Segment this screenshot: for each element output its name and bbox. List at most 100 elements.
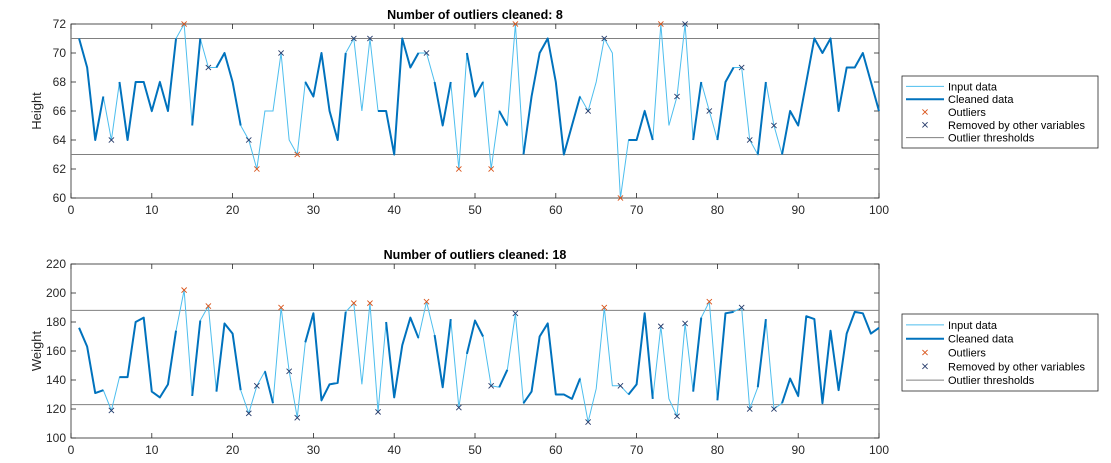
removed-point [423, 50, 430, 56]
x-tick-label: 10 [145, 443, 159, 457]
x-tick-label: 100 [869, 203, 889, 217]
outlier-point [423, 298, 430, 305]
removed-point [245, 137, 252, 143]
x-tick-label: 90 [792, 203, 806, 217]
outlier-point [706, 298, 713, 305]
removed-point [512, 310, 519, 317]
outlier-point [294, 151, 301, 158]
removed-point [746, 137, 753, 143]
y-axis-label: Height [29, 92, 44, 130]
removed-point [657, 323, 664, 330]
legend-label: Outliers [948, 348, 986, 360]
x-tick-label: 50 [468, 443, 482, 457]
chart-panel-2: 0 10 20 30 40 50 60 70 80 90 100 100 120 140 160 180 200… [29, 248, 1099, 457]
cleaned-data-line [78, 37, 880, 156]
legend-label: Cleaned data [948, 334, 1014, 346]
legend-label: Cleaned data [948, 94, 1014, 106]
legend-label: Outliers [948, 107, 986, 119]
removed-point [601, 35, 608, 42]
removed-point [706, 108, 713, 114]
outlier-point [512, 21, 519, 27]
x-tick-label: 10 [145, 203, 159, 217]
y-tick-label: 140 [46, 373, 66, 387]
plot-area [70, 23, 880, 199]
removed-point [375, 408, 381, 415]
removed-point [674, 413, 680, 420]
y-tick-label: 200 [46, 286, 66, 300]
removed-point [738, 304, 745, 311]
y-tick-label: 72 [53, 17, 67, 31]
y-tick-label: 100 [46, 431, 66, 445]
legend-box [901, 75, 1099, 149]
x-tick-label: 0 [68, 203, 75, 217]
removed-point [674, 93, 680, 100]
outlier-point [350, 300, 357, 307]
outlier-point [455, 166, 462, 172]
y-tick-label: 160 [46, 344, 66, 358]
y-tick-label: 66 [53, 104, 67, 118]
legend-label: Removed by other variables [948, 120, 1085, 132]
removed-point [367, 35, 373, 42]
removed-point [245, 410, 252, 417]
removed-point [350, 35, 357, 42]
x-tick-label: 60 [549, 443, 563, 457]
x-tick-label: 100 [869, 443, 889, 457]
removed-point [682, 21, 688, 27]
x-tick-label: 20 [226, 443, 240, 457]
legend-label: Outlier thresholds [948, 375, 1035, 387]
removed-point [585, 419, 592, 425]
y-tick-label: 64 [53, 133, 67, 147]
outlier-point [657, 21, 664, 27]
x-tick-label: 80 [711, 203, 725, 217]
legend-outlier-sample [922, 349, 928, 356]
removed-point [108, 407, 115, 414]
legend-removed-sample [922, 121, 928, 128]
removed-point [585, 108, 592, 114]
removed-point [286, 368, 293, 375]
y-tick-label: 220 [46, 257, 66, 271]
x-tick-label: 20 [226, 203, 240, 217]
legend-label: Input data [948, 81, 998, 93]
y-tick-label: 68 [53, 75, 67, 89]
y-tick-label: 120 [46, 402, 66, 416]
x-tick-label: 0 [68, 443, 75, 457]
outlier-point [601, 304, 608, 311]
y-tick-label: 60 [53, 191, 67, 205]
chart-panel-1: 0 10 20 30 40 50 60 70 80 90 100 60 62 64 66 68 70 72 Numb… [29, 8, 1099, 217]
outlier-point [278, 304, 284, 311]
plot-area [70, 263, 880, 439]
x-tick-label: 80 [711, 443, 725, 457]
legend-label: Outlier thresholds [948, 133, 1035, 145]
legend-label: Removed by other variables [948, 361, 1085, 373]
cleaned-data-line [78, 310, 880, 405]
x-tick-label: 40 [388, 203, 402, 217]
removed-point [746, 406, 753, 412]
legend-box [901, 313, 1099, 392]
removed-point [771, 122, 777, 129]
chart-title: Number of outliers cleaned: 18 [384, 248, 567, 262]
outlier-point [253, 166, 260, 172]
removed-point [682, 320, 688, 327]
x-tick-label: 90 [792, 443, 806, 457]
x-tick-label: 70 [630, 443, 644, 457]
outlier-point [181, 21, 188, 27]
removed-point [617, 382, 624, 389]
x-tick-label: 40 [388, 443, 402, 457]
outlier-point [367, 300, 373, 307]
legend-outlier-sample [922, 109, 928, 115]
y-axis-label: Weight [29, 331, 44, 372]
legend-label: Input data [948, 320, 998, 332]
removed-point [771, 406, 777, 412]
removed-point [455, 404, 462, 411]
x-tick-label: 30 [307, 203, 321, 217]
y-tick-label: 62 [53, 162, 67, 176]
x-tick-label: 30 [307, 443, 321, 457]
outlier-point [617, 195, 624, 201]
outlier-point [181, 287, 188, 294]
x-tick-label: 60 [549, 203, 563, 217]
outlier-point [488, 166, 495, 172]
x-tick-label: 70 [630, 203, 644, 217]
